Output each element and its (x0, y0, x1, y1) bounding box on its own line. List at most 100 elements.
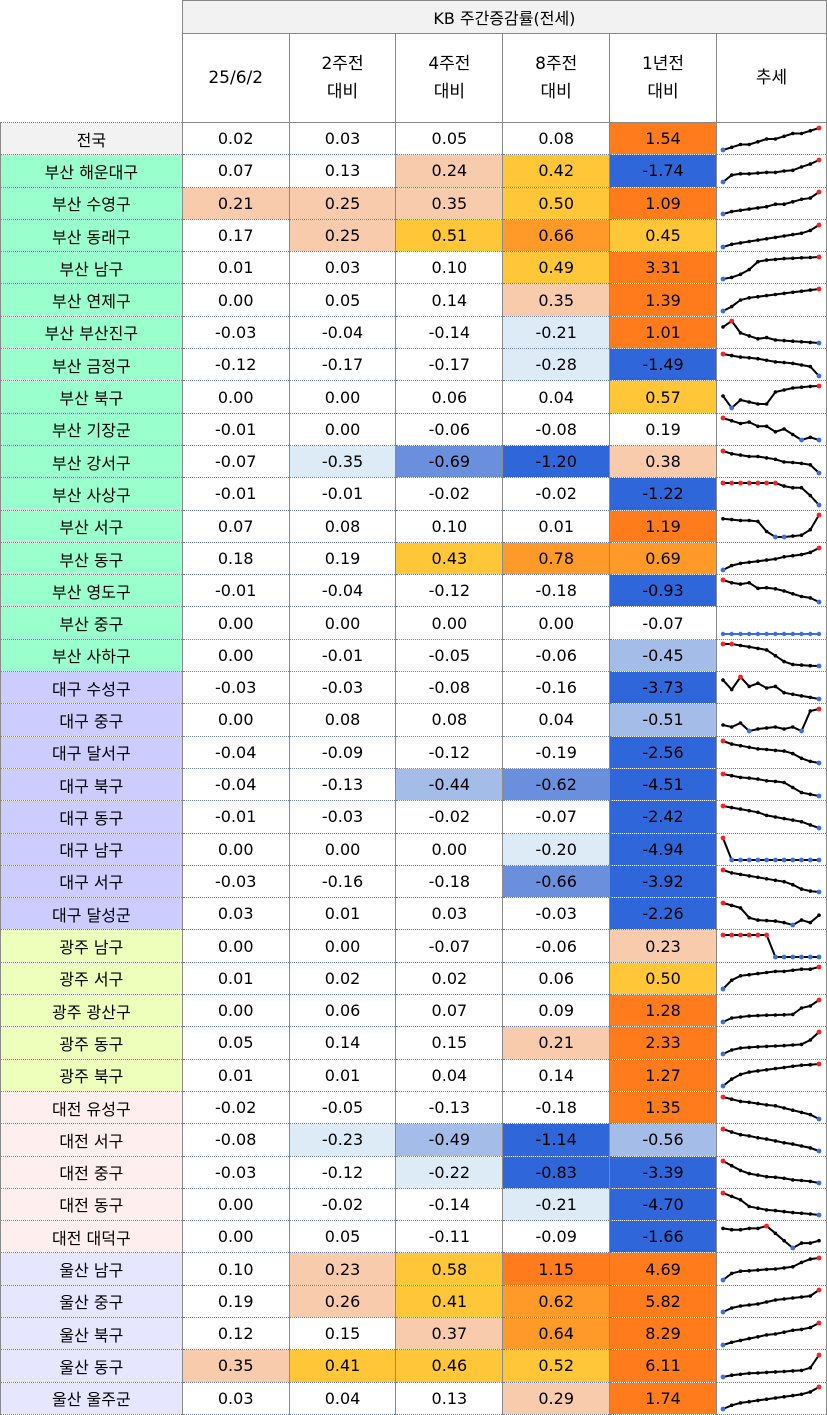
region-name: 울산 울주군 (0, 1381, 183, 1415)
value-cell: -0.01 (181, 477, 290, 511)
sparkline-point (756, 586, 760, 590)
sparkline-point (799, 340, 804, 345)
region-name: 부산 서구 (0, 509, 183, 543)
sparkline-point (738, 1072, 743, 1077)
region-name: 대전 대덕구 (0, 1220, 183, 1254)
value-cell: -0.03 (181, 315, 290, 350)
value-cell: -0.03 (181, 1155, 290, 1189)
sparkline-point (764, 1223, 769, 1229)
sparkline-point (747, 142, 751, 146)
value-cell: -0.04 (288, 315, 397, 350)
sparkline-point (773, 1138, 778, 1143)
sparkline-point (773, 1370, 778, 1374)
sparkline-point (782, 780, 786, 784)
trend-sparkline (715, 1220, 827, 1254)
sparkline-svg (720, 803, 822, 831)
value-cell: 0.07 (395, 994, 504, 1028)
sparkline-point (747, 1045, 751, 1050)
value-cell: 0.19 (609, 412, 717, 446)
sparkline-point (720, 1051, 726, 1057)
sparkline-point (764, 170, 769, 175)
sparkline-point (790, 857, 796, 863)
sparkline-point (756, 1302, 760, 1307)
sparkline-point (729, 518, 734, 522)
value-cell: -0.21 (502, 315, 611, 350)
sparkline-point (808, 631, 813, 637)
value-cell: 0.41 (288, 1349, 397, 1383)
sparkline-path (722, 1192, 820, 1217)
sparkline-point (729, 242, 734, 246)
region-name: 울산 북구 (0, 1316, 183, 1351)
value-cell: -2.42 (609, 800, 717, 834)
value-cell: 0.78 (502, 541, 611, 576)
sparkline-point (738, 775, 743, 779)
sparkline-point (764, 1175, 769, 1179)
sparkline-point (755, 857, 761, 863)
value-cell: 0.00 (181, 832, 290, 866)
sparkline-point (729, 580, 734, 585)
sparkline-point (808, 967, 813, 972)
value-cell: 0.00 (181, 638, 290, 673)
value-cell: -0.07 (502, 800, 611, 834)
value-cell: 0.17 (181, 218, 290, 253)
sparkline-point (720, 276, 726, 282)
value-cell: 0.21 (502, 1026, 611, 1060)
sparkline-point (790, 692, 795, 696)
sparkline-path (722, 385, 819, 410)
value-cell: 0.08 (502, 121, 611, 156)
value-cell: 0.00 (181, 994, 290, 1028)
sparkline-path (722, 1224, 820, 1249)
sparkline-svg (720, 254, 822, 282)
sparkline-point (799, 289, 804, 294)
sparkline-point (790, 485, 795, 490)
sparkline-point (808, 1365, 813, 1370)
sparkline-point (721, 677, 725, 682)
trend-sparkline (715, 735, 827, 769)
sparkline-point (764, 1102, 769, 1107)
sparkline-point (773, 338, 778, 343)
value-cell: 1.27 (609, 1058, 717, 1092)
sparkline-point (729, 319, 735, 324)
sparkline-point (720, 1094, 726, 1099)
sparkline-point (816, 997, 822, 1003)
sparkline-path (722, 837, 819, 862)
value-cell: 0.21 (181, 186, 290, 220)
sparkline-point (755, 932, 761, 938)
sparkline-point (782, 233, 786, 238)
value-cell: -0.07 (395, 929, 504, 963)
sparkline-point (738, 1132, 743, 1137)
sparkline-point (720, 771, 726, 776)
sparkline-point (720, 1019, 726, 1025)
sparkline-point (782, 554, 786, 559)
sparkline-point (773, 235, 778, 239)
sparkline-point (756, 1135, 760, 1140)
sparkline-svg (720, 577, 822, 605)
sparkline-point (721, 723, 725, 727)
value-cell: -0.13 (395, 1090, 504, 1125)
sparkline-point (782, 1105, 786, 1110)
value-cell: 0.35 (502, 283, 611, 317)
sparkline-point (720, 1191, 726, 1196)
column-header-week: 25/6/2 (181, 33, 290, 123)
sparkline-point (738, 272, 743, 276)
value-cell: 8.29 (609, 1316, 717, 1351)
sparkline-point (816, 512, 822, 518)
value-cell: 0.01 (181, 1058, 290, 1092)
sparkline-point (747, 355, 751, 360)
sparkline-point (729, 1130, 734, 1134)
value-cell: -0.35 (288, 444, 397, 479)
sparkline-svg (720, 641, 822, 669)
sparkline-point (782, 660, 786, 664)
sparkline-point (738, 561, 743, 565)
sparkline-point (729, 1164, 734, 1168)
sparkline-point (808, 822, 813, 827)
value-cell: -0.06 (502, 638, 611, 673)
sparkline-point (808, 1038, 813, 1042)
value-cell: -1.20 (502, 444, 611, 479)
sparkline-point (720, 631, 726, 637)
table-title: KB 주간증감률(전세) (181, 0, 827, 34)
value-cell: 0.02 (181, 121, 290, 156)
sparkline-svg (720, 448, 822, 476)
value-cell: -0.16 (502, 671, 611, 705)
sparkline-path (722, 869, 820, 894)
